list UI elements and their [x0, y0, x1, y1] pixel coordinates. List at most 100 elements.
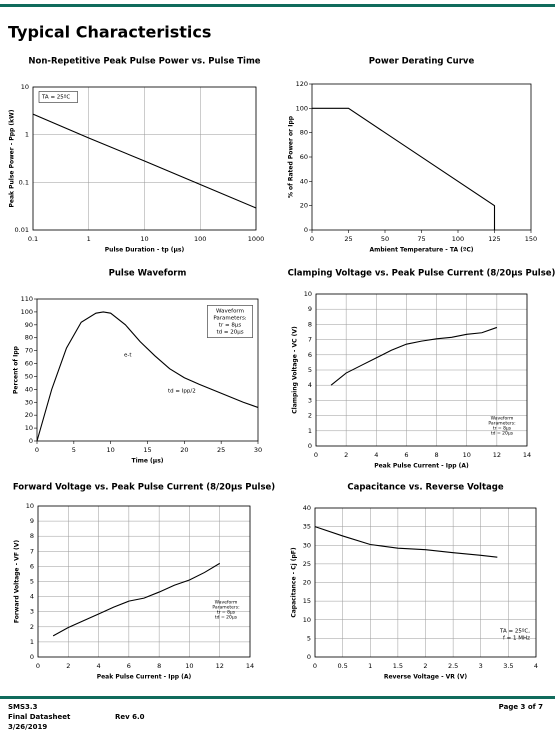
x-tick-label: 0	[314, 451, 318, 459]
y-axis-label: Percent of Ipp	[13, 345, 20, 394]
y-tick-label: 25	[303, 560, 311, 568]
footer-date: 3/26/2019	[8, 723, 47, 731]
annotation: TA = 25ºC,f = 1 MHz	[499, 628, 530, 642]
y-tick-label: 5	[307, 634, 311, 642]
y-tick-label: 0	[304, 226, 308, 234]
chart: Capacitance vs. Reverse Voltage 0 0.5 1 1.5 2…	[291, 483, 539, 681]
chart-title: Pulse Waveform	[109, 269, 187, 279]
y-tick-label: 8	[308, 320, 312, 328]
x-tick-label: 2	[66, 662, 70, 670]
x-tick-label: 100	[194, 235, 206, 243]
annotation-text: td = 20µs	[216, 330, 243, 336]
annotation: td = Ipp/2	[168, 389, 196, 395]
x-tick-label: 1	[368, 662, 372, 670]
y-tick-label: 15	[303, 597, 311, 605]
annotation-text: Waveform	[215, 600, 238, 606]
y-tick-label: 20	[300, 202, 308, 210]
y-tick-label: 40	[25, 385, 33, 393]
y-tick-label: 1	[25, 131, 29, 139]
y-tick-label: 0	[307, 653, 311, 661]
annotation-text: Parameters:	[488, 421, 515, 427]
y-tick-label: 6	[308, 351, 312, 359]
x-tick-label: 125	[488, 235, 500, 243]
x-tick-label: 4	[374, 451, 378, 459]
x-tick-label: 30	[254, 446, 262, 454]
y-tick-label: 20	[303, 579, 311, 587]
y-axis-label: % of Rated Power or Ipp	[288, 115, 295, 198]
annotation-text: td = Ipp/2	[168, 389, 196, 395]
y-tick-label: 35	[303, 523, 311, 531]
y-axis-label: Forward Voltage - VF (V)	[14, 540, 21, 624]
x-axis-label: Reverse Voltage - VR (V)	[384, 674, 468, 681]
x-tick-label: 0	[35, 446, 39, 454]
x-tick-label: 12	[493, 451, 501, 459]
plot-frame	[32, 86, 257, 231]
annotation-text: e-t	[124, 353, 132, 359]
y-tick-label: 80	[300, 129, 308, 137]
y-tick-label: 110	[21, 295, 33, 303]
y-tick-label: 1	[308, 427, 312, 435]
annotation-text: f = 1 MHz	[503, 636, 530, 642]
y-axis-label: Peak Pulse Power - Ppp (kW)	[9, 109, 16, 207]
y-tick-label: 100	[296, 104, 308, 112]
chart-title: Power Derating Curve	[369, 57, 475, 67]
chart: Forward Voltage vs. Peak Pulse Current (…	[13, 483, 275, 681]
annotation-text: Parameters:	[213, 316, 246, 322]
x-tick-label: 1	[87, 235, 91, 243]
y-tick-label: 2	[308, 412, 312, 420]
annotation: TA = 25ºC	[38, 91, 78, 103]
x-axis-label: Peak Pulse Current - Ipp (A)	[97, 674, 192, 681]
x-tick-label: 0	[36, 662, 40, 670]
x-tick-label: 2.5	[448, 662, 458, 670]
annotation-text: TA = 25ºC,	[499, 628, 530, 635]
y-tick-label: 10	[25, 424, 33, 432]
y-tick-label: 4	[308, 381, 312, 389]
y-tick-label: 30	[25, 398, 33, 406]
x-tick-label: 1.5	[393, 662, 403, 670]
footer-rule	[0, 696, 555, 699]
x-axis-label: Pulse Duration - tp (µs)	[105, 247, 185, 254]
x-tick-label: 15	[143, 446, 151, 454]
x-tick-label: 10	[463, 451, 471, 459]
x-axis-label: Time (µs)	[131, 458, 163, 465]
annotation-text: Waveform	[491, 416, 514, 422]
y-tick-label: 120	[296, 80, 308, 88]
footer-revision: Rev 6.0	[115, 713, 145, 721]
x-tick-label: 4	[534, 662, 538, 670]
y-tick-label: 4	[30, 593, 34, 601]
plot-frame	[311, 83, 532, 231]
plot-frame	[315, 293, 528, 447]
annotation: e-t	[124, 353, 132, 359]
y-tick-label: 80	[25, 334, 33, 342]
x-tick-label: 1000	[248, 235, 265, 243]
y-tick-label: 8	[30, 532, 34, 540]
y-axis-label: Clamping Voltage - VC (V)	[292, 326, 299, 414]
y-tick-label: 20	[25, 411, 33, 419]
annotation-text: tr = 8µs	[493, 426, 512, 432]
annotation-box	[38, 91, 78, 103]
chart-title: Capacitance vs. Reverse Voltage	[347, 483, 503, 493]
y-tick-label: 9	[30, 517, 34, 525]
data-line	[314, 526, 498, 558]
header-rule	[0, 4, 555, 7]
y-tick-label: 9	[308, 305, 312, 313]
page-title: Typical Characteristics	[8, 23, 211, 42]
x-axis-label: Peak Pulse Current - Ipp (A)	[374, 463, 469, 470]
footer-page: Page 3 of 7	[499, 703, 543, 711]
footer-status: Final Datasheet	[8, 713, 71, 721]
x-tick-label: 14	[246, 662, 254, 670]
y-tick-label: 5	[30, 578, 34, 586]
x-tick-label: 3	[479, 662, 483, 670]
y-tick-label: 10	[21, 83, 29, 91]
x-tick-label: 6	[404, 451, 408, 459]
annotation-text: Waveform	[216, 309, 244, 315]
chart: Power Derating Curve 0 25 50 75 100 125 150 0 20 4…	[288, 57, 538, 254]
plot-frame	[36, 298, 259, 442]
annotation-text: td = 20µs	[491, 431, 514, 437]
annotation-box	[207, 305, 253, 338]
data-line	[312, 107, 496, 230]
